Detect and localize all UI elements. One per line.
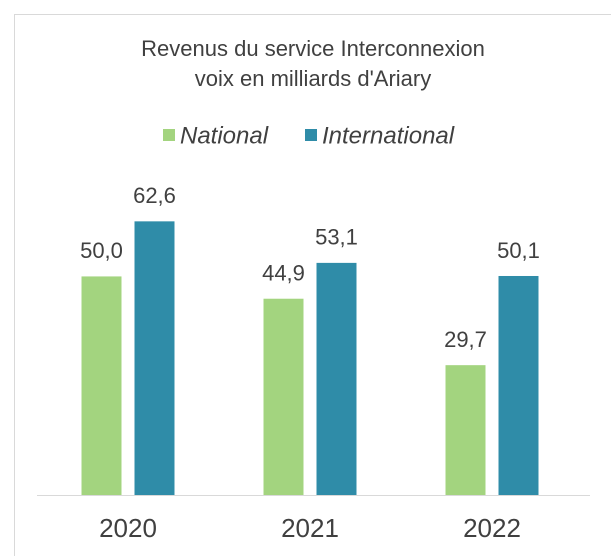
data-label: 62,6 [133,183,176,208]
x-tick-label: 2020 [99,513,157,543]
data-label: 29,7 [444,327,487,352]
bar [134,221,175,495]
bar [316,262,357,495]
data-label: 44,9 [262,261,305,286]
bar [263,298,304,495]
legend-swatch [163,129,175,141]
x-tick-label: 2021 [281,513,339,543]
bar [445,365,486,495]
chart-title: voix en milliards d'Ariary [195,66,432,91]
bar [498,275,539,495]
x-tick-label: 2022 [463,513,521,543]
data-label: 53,1 [315,225,358,250]
legend-swatch [305,129,317,141]
legend-label: International [322,122,455,149]
chart-title: Revenus du service Interconnexion [141,36,485,61]
bar [81,276,122,495]
data-label: 50,0 [80,238,123,263]
data-label: 50,1 [497,238,540,263]
legend-label: National [180,122,269,149]
